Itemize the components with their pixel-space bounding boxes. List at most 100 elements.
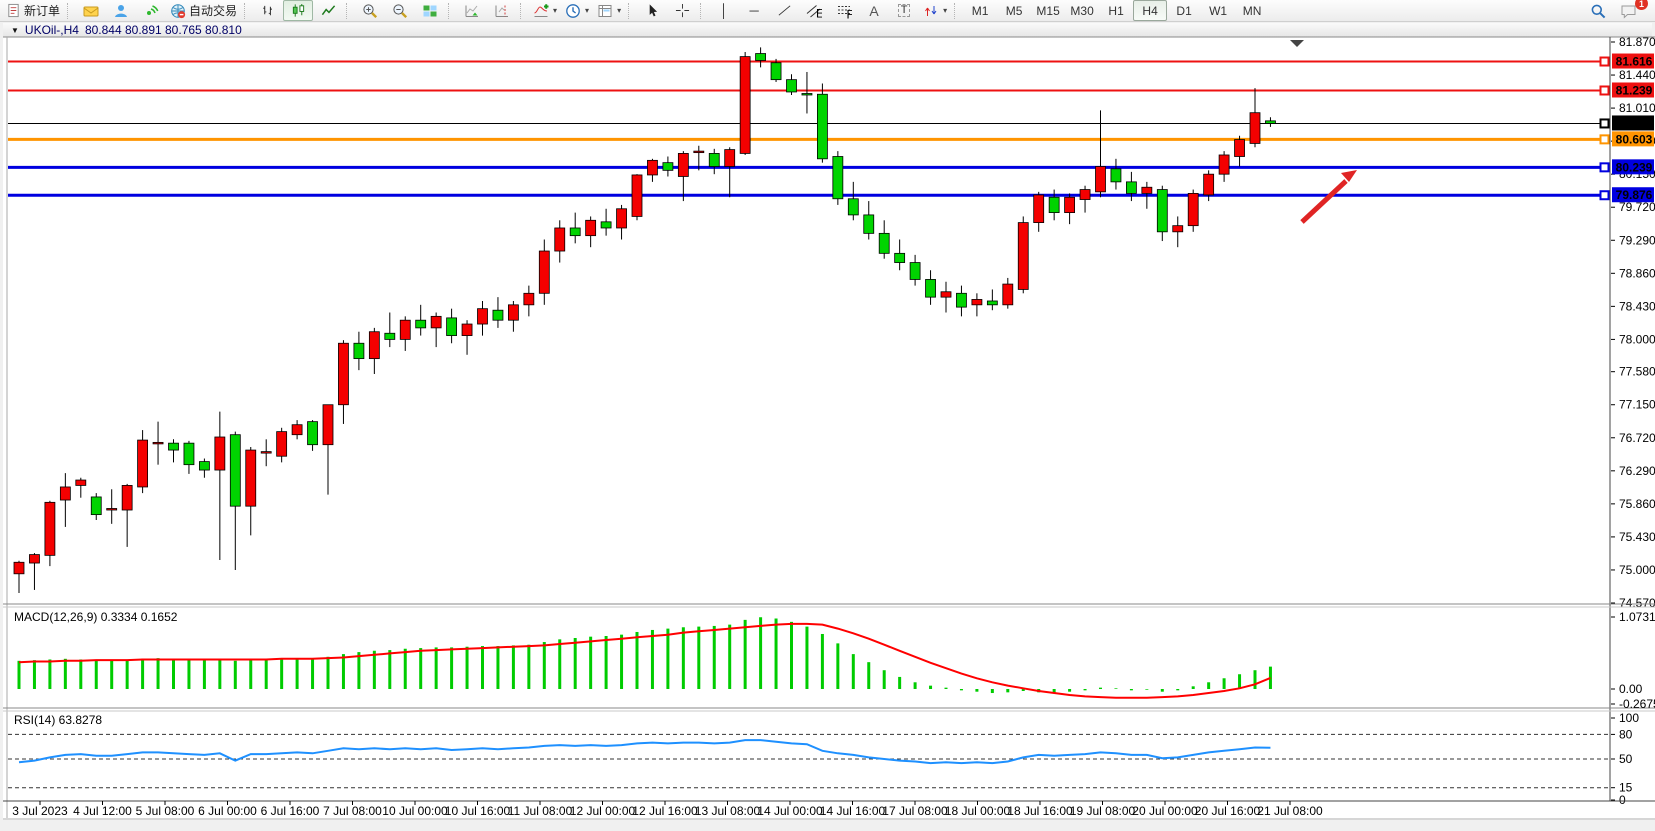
- auto-scroll-icon: [465, 5, 479, 17]
- signals-button[interactable]: [136, 0, 166, 21]
- channel-icon: E: [806, 4, 822, 19]
- tile-windows-button[interactable]: [415, 0, 445, 21]
- svg-text:75.860: 75.860: [1619, 497, 1655, 511]
- search-button[interactable]: [1583, 0, 1613, 21]
- templates-button[interactable]: ▾: [593, 0, 625, 21]
- svg-text:10 Jul 00:00: 10 Jul 00:00: [382, 804, 448, 818]
- timeframe-group: M1 M5 M15 M30 H1 H4 D1 W1 MN: [963, 0, 1269, 21]
- svg-text:6 Jul 16:00: 6 Jul 16:00: [261, 804, 320, 818]
- line-chart-icon: [321, 5, 335, 16]
- svg-text:79.720: 79.720: [1619, 200, 1655, 214]
- vertical-line-button[interactable]: │: [709, 0, 739, 21]
- trendline-icon: [778, 5, 791, 16]
- channel-button[interactable]: E: [799, 0, 829, 21]
- search-icon: [1591, 4, 1606, 18]
- svg-text:-0.2675: -0.2675: [1619, 697, 1655, 711]
- svg-text:78.860: 78.860: [1619, 266, 1655, 280]
- chart-caption[interactable]: ▼ UKOil-,H4 80.844 80.891 80.765 80.810: [3, 23, 1652, 37]
- svg-text:13 Jul 08:00: 13 Jul 08:00: [695, 804, 761, 818]
- chart-symbol-period: UKOil-,H4: [24, 23, 79, 37]
- svg-text:15: 15: [1619, 781, 1633, 795]
- timeframe-button-M30[interactable]: M30: [1070, 3, 1094, 18]
- indicators-plus-icon: [534, 3, 549, 17]
- horizontal-line-button[interactable]: ─: [739, 0, 769, 21]
- toolbar: 新订单 自动交易: [0, 0, 1655, 22]
- periods-button[interactable]: ▾: [561, 0, 593, 21]
- svg-text:76.720: 76.720: [1619, 431, 1655, 445]
- cursor-button[interactable]: [637, 0, 667, 21]
- candlestick-chart-icon: [292, 3, 304, 17]
- svg-text:E: E: [816, 6, 822, 19]
- svg-text:79.876: 79.876: [1616, 188, 1653, 202]
- chart-ohlc-values: 80.844 80.891 80.765 80.810: [84, 23, 242, 37]
- autotrade-button[interactable]: 自动交易: [166, 0, 241, 21]
- svg-text:0.00: 0.00: [1619, 682, 1643, 696]
- timeframe-button-M5[interactable]: M5: [1005, 3, 1023, 18]
- chat-button[interactable]: 1: [1613, 0, 1648, 21]
- new-order-icon: [8, 3, 19, 18]
- chart-shift-icon: [495, 5, 509, 17]
- template-icon: [598, 4, 612, 17]
- dropdown-caret-icon: ▾: [617, 6, 622, 15]
- svg-text:20 Jul 00:00: 20 Jul 00:00: [1132, 804, 1198, 818]
- chart-menu-icon[interactable]: ▼: [11, 25, 19, 35]
- timeframe-button-MN[interactable]: MN: [1242, 3, 1262, 18]
- svg-text:19 Jul 08:00: 19 Jul 08:00: [1070, 804, 1136, 818]
- svg-text:1.0731: 1.0731: [1619, 610, 1655, 624]
- vertical-line-icon: │: [720, 3, 729, 18]
- svg-text:18 Jul 16:00: 18 Jul 16:00: [1007, 804, 1073, 818]
- indicators-button[interactable]: ▾: [529, 0, 561, 21]
- notification-badge: 1: [1635, 0, 1648, 10]
- timeframe-button-H1[interactable]: H1: [1108, 3, 1124, 18]
- candlestick-chart-button[interactable]: [283, 0, 314, 21]
- crosshair-button[interactable]: [667, 0, 697, 21]
- text-button[interactable]: A: [859, 0, 889, 21]
- zoom-out-button[interactable]: [385, 0, 415, 21]
- svg-text:20 Jul 16:00: 20 Jul 16:00: [1195, 804, 1261, 818]
- svg-text:0: 0: [1619, 793, 1626, 807]
- shapes-icon: [925, 5, 937, 16]
- autotrade-label: 自动交易: [189, 4, 238, 18]
- svg-text:80.239: 80.239: [1616, 160, 1653, 174]
- svg-text:14 Jul 00:00: 14 Jul 00:00: [757, 804, 823, 818]
- svg-text:50: 50: [1619, 752, 1633, 766]
- timeframe-button-M15[interactable]: M15: [1036, 3, 1060, 18]
- timeframe-button-W1[interactable]: W1: [1209, 3, 1228, 18]
- svg-text:80.810: 80.810: [1616, 116, 1653, 130]
- svg-text:77.580: 77.580: [1619, 365, 1655, 379]
- auto-scroll-button[interactable]: [457, 0, 487, 21]
- timeframe-button-M1[interactable]: M1: [971, 3, 989, 18]
- cursor-icon: [649, 4, 657, 17]
- svg-text:7 Jul 08:00: 7 Jul 08:00: [323, 804, 382, 818]
- line-chart-button[interactable]: [313, 0, 343, 21]
- svg-text:80: 80: [1619, 727, 1633, 741]
- svg-text:11 Jul 08:00: 11 Jul 08:00: [508, 804, 573, 818]
- shapes-button[interactable]: ▾: [919, 0, 951, 21]
- timeframe-button-D1[interactable]: D1: [1176, 3, 1192, 18]
- zoom-in-button[interactable]: [355, 0, 385, 21]
- community-button[interactable]: [106, 0, 136, 21]
- bar-chart-button[interactable]: [253, 0, 283, 21]
- fibonacci-button[interactable]: F: [829, 0, 859, 21]
- timeframe-button-H4[interactable]: H4: [1133, 0, 1168, 21]
- dropdown-caret-icon: ▾: [553, 6, 558, 15]
- mail-button[interactable]: [76, 0, 106, 21]
- svg-text:100: 100: [1619, 711, 1639, 725]
- new-order-button[interactable]: 新订单: [2, 0, 64, 21]
- svg-text:78.000: 78.000: [1619, 332, 1655, 346]
- svg-text:3 Jul 2023: 3 Jul 2023: [12, 804, 68, 818]
- svg-text:75.000: 75.000: [1619, 563, 1655, 577]
- zoom-in-icon: [363, 3, 378, 18]
- crosshair-icon: [675, 3, 689, 18]
- chart-shift-button[interactable]: [487, 0, 517, 21]
- svg-text:18 Jul 00:00: 18 Jul 00:00: [945, 804, 1011, 818]
- svg-text:RSI(14) 63.8278: RSI(14) 63.8278: [14, 713, 102, 727]
- periods-clock-icon: [566, 3, 580, 18]
- label-button[interactable]: T: [889, 0, 919, 21]
- svg-text:81.870: 81.870: [1619, 35, 1655, 49]
- svg-text:76.290: 76.290: [1619, 464, 1655, 478]
- mail-icon: [83, 6, 99, 16]
- trendline-button[interactable]: [769, 0, 799, 21]
